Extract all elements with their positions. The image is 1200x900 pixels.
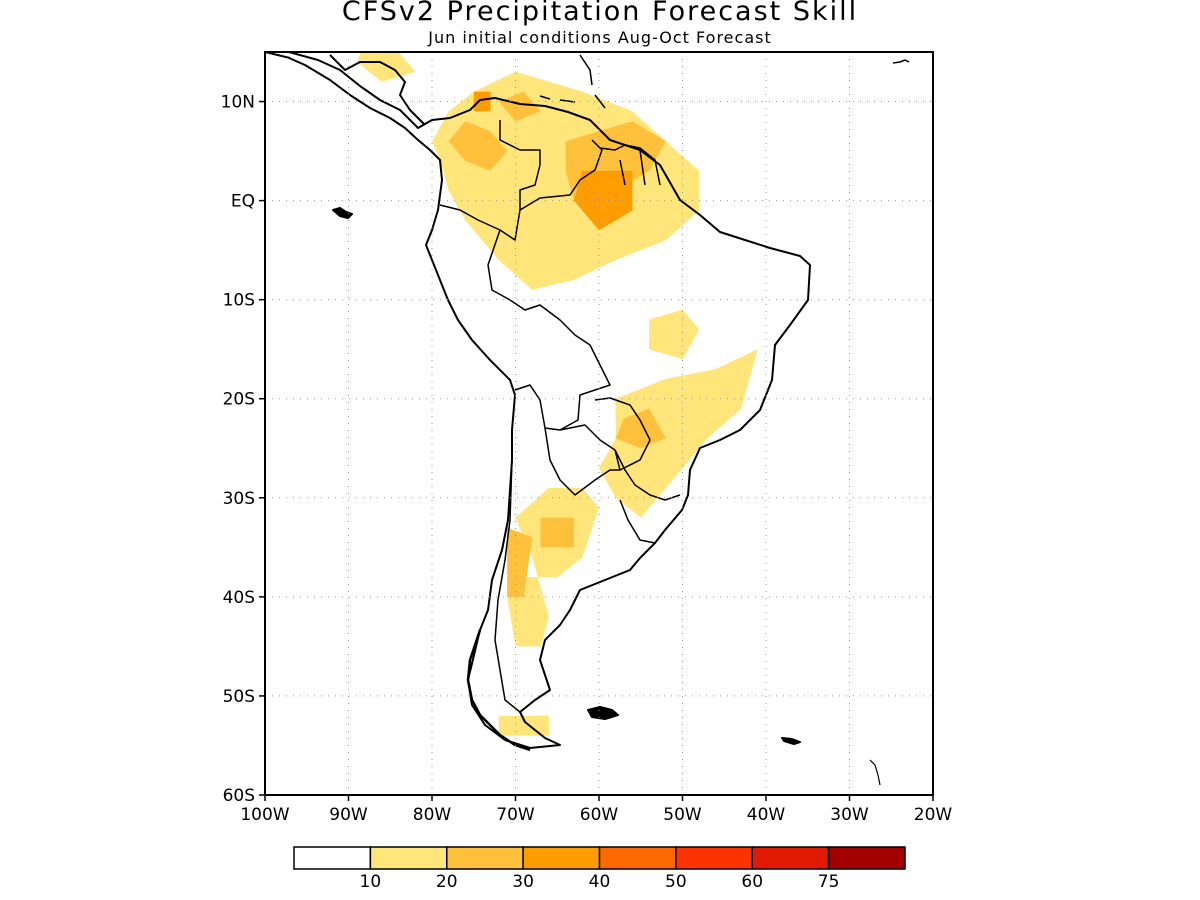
south-america-coastline [288, 52, 811, 749]
atlantic-islands [869, 759, 881, 786]
skill-region-1 [649, 309, 700, 360]
lat-tick-label: 60S [223, 786, 255, 806]
map-grid [265, 52, 933, 795]
colorbar-label: 20 [436, 872, 458, 892]
chilean-archipelago [466, 629, 531, 752]
colorbar-label: 40 [589, 872, 611, 892]
lon-tick-label: 60W [580, 805, 619, 825]
lon-tick-label: 80W [413, 805, 452, 825]
colorbar: 10 20 30 40 50 60 75 [293, 846, 906, 892]
lat-tick-label: EQ [231, 192, 255, 212]
lon-tick-label: 50W [663, 805, 702, 825]
atlantic-islands-north [892, 59, 910, 64]
lon-tick-label: 100W [240, 805, 289, 825]
coastlines [265, 52, 910, 786]
lon-tick-label: 20W [914, 805, 953, 825]
colorbar-swatch [369, 846, 448, 870]
falkland-islands [587, 706, 619, 720]
skill-region-5 [356, 52, 416, 82]
lat-tick-label: 10N [221, 93, 255, 113]
chart-title: CFSv2 Precipitation Forecast Skill [341, 0, 859, 27]
lat-tick-label: 10S [223, 291, 255, 311]
lat-tick-label: 50S [223, 687, 255, 707]
skill-region-3 [507, 487, 599, 647]
colorbar-swatch [675, 846, 753, 870]
skill-region-11 [507, 527, 533, 597]
colorbar-swatch [598, 846, 677, 870]
country-borders [439, 120, 681, 713]
lon-tick-label: 40W [747, 805, 786, 825]
colorbar-label: 10 [360, 872, 382, 892]
lat-tick-label: 40S [223, 588, 255, 608]
colorbar-label: 50 [665, 872, 687, 892]
skill-region-6 [448, 121, 508, 171]
skill-shading [356, 52, 758, 736]
colorbar-label: 30 [512, 872, 534, 892]
caribbean-islands [539, 54, 606, 109]
colorbar-label: 60 [741, 872, 763, 892]
skill-region-9 [615, 408, 666, 449]
colorbar-swatch [522, 846, 601, 870]
galapagos-islands [332, 207, 353, 219]
lat-tick-label: 20S [223, 390, 255, 410]
skill-region-8 [498, 91, 541, 122]
lon-tick-label: 90W [329, 805, 368, 825]
lat-tick-label: 30S [223, 489, 255, 509]
south-georgia-island [781, 737, 801, 745]
colorbar-swatch [446, 846, 524, 870]
colorbar-swatch [293, 846, 372, 870]
lon-tick-label: 70W [496, 805, 535, 825]
colorbar-swatch [827, 846, 906, 870]
colorbar-swatch [751, 846, 830, 870]
skill-region-2 [599, 349, 758, 518]
lon-tick-label: 30W [830, 805, 869, 825]
colorbar-label: 75 [818, 872, 840, 892]
skill-region-10 [540, 517, 574, 548]
chart-subtitle: Jun initial conditions Aug-Oct Forecast [428, 28, 772, 47]
skill-region-12 [574, 170, 633, 231]
